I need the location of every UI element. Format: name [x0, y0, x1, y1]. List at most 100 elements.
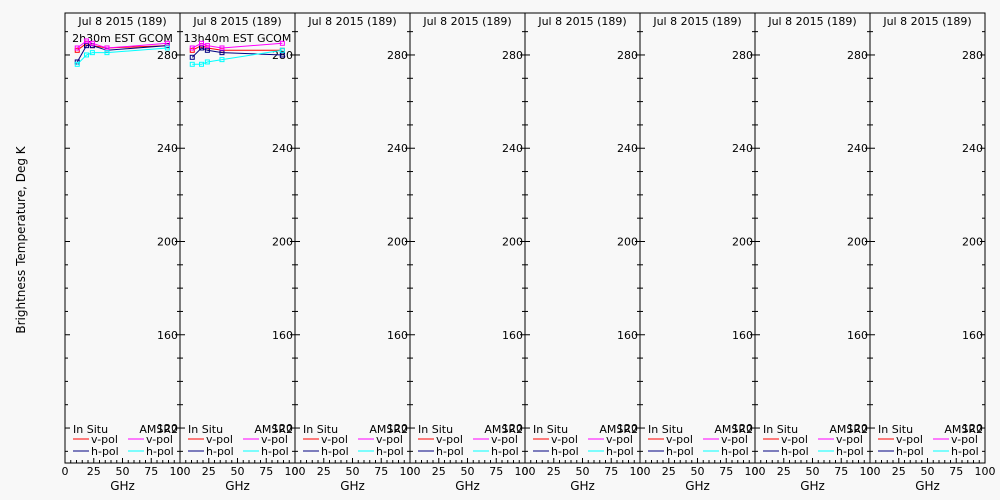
- legend-label-amsr2-v: v-pol: [951, 433, 978, 446]
- x-tick-label: 100: [975, 465, 996, 478]
- y-tick-label: 120: [847, 422, 868, 435]
- legend-label-in-situ-h: h-pol: [321, 445, 349, 458]
- y-tick-label: 160: [732, 329, 753, 342]
- data-point-amsr2_h: [104, 50, 110, 56]
- legend-label-amsr2-h: h-pol: [951, 445, 979, 458]
- x-tick-label: 50: [461, 465, 475, 478]
- y-tick-label: 200: [617, 235, 638, 248]
- x-tick-label: 75: [489, 465, 503, 478]
- data-point-amsr2_h: [204, 59, 210, 65]
- legend-header-in-situ: In Situ: [73, 423, 108, 436]
- y-tick-label: 240: [962, 142, 983, 155]
- panel-title: Jul 8 2015 (189): [307, 15, 396, 28]
- y-tick-label: 200: [962, 235, 983, 248]
- x-tick-label: 75: [259, 465, 273, 478]
- data-point-amsr2_v: [279, 40, 285, 46]
- x-axis-label: GHz: [340, 479, 365, 493]
- legend-label-amsr2-h: h-pol: [836, 445, 864, 458]
- x-axis-label: GHz: [225, 479, 250, 493]
- legend-label-amsr2-v: v-pol: [606, 433, 633, 446]
- x-tick-label: 0: [637, 465, 644, 478]
- legend-label-in-situ-h: h-pol: [206, 445, 234, 458]
- x-tick-label: 0: [867, 465, 874, 478]
- legend-header-amsr2: AMSR2: [599, 423, 638, 436]
- x-axis-label: GHz: [915, 479, 940, 493]
- data-point-amsr2_v: [74, 45, 80, 51]
- data-point-amsr2_v: [89, 40, 95, 46]
- y-tick-label: 240: [847, 142, 868, 155]
- legend-header-in-situ: In Situ: [878, 423, 913, 436]
- panel-6: Jul 8 2015 (189) 120 160 200 240 280 0 25 50 75 10…: [637, 12, 766, 493]
- y-tick-label: 240: [502, 142, 523, 155]
- data-point-insitu_h: [204, 47, 210, 53]
- legend-label-amsr2-h: h-pol: [261, 445, 289, 458]
- x-tick-label: 25: [202, 465, 216, 478]
- y-axis-label: Brightness Temperature, Deg K: [14, 145, 28, 333]
- panel-subtitle: 13h40m EST GCOM: [184, 32, 292, 45]
- y-tick-label: 240: [272, 142, 293, 155]
- y-tick-label: 120: [502, 422, 523, 435]
- legend-header-amsr2: AMSR2: [254, 423, 293, 436]
- x-tick-label: 75: [834, 465, 848, 478]
- y-tick-label: 280: [962, 49, 983, 62]
- y-tick-label: 240: [157, 142, 178, 155]
- x-tick-label: 50: [231, 465, 245, 478]
- data-point-amsr2_h: [279, 47, 285, 53]
- panel-3: Jul 8 2015 (189) 120 160 200 240 280 0 25 50 75 10…: [292, 12, 421, 493]
- legend-label-amsr2-h: h-pol: [376, 445, 404, 458]
- y-tick-label: 160: [272, 329, 293, 342]
- legend-label-amsr2-h: h-pol: [491, 445, 519, 458]
- y-tick-label: 160: [962, 329, 983, 342]
- x-tick-label: 100: [285, 465, 306, 478]
- x-tick-label: 100: [170, 465, 191, 478]
- x-tick-label: 25: [662, 465, 676, 478]
- panel-8: Jul 8 2015 (189) 120 160 200 240 280 0 25 50 75 10…: [867, 12, 996, 493]
- x-tick-label: 25: [317, 465, 331, 478]
- x-tick-label: 50: [691, 465, 705, 478]
- y-tick-label: 280: [502, 49, 523, 62]
- panel-5: Jul 8 2015 (189) 120 160 200 240 280 0 25 50 75 10…: [522, 12, 651, 493]
- data-point-insitu_h: [189, 54, 195, 60]
- legend-label-in-situ-h: h-pol: [91, 445, 119, 458]
- legend-label-in-situ-v: v-pol: [551, 433, 578, 446]
- legend-header-amsr2: AMSR2: [369, 423, 408, 436]
- legend-label-amsr2-v: v-pol: [836, 433, 863, 446]
- y-tick-label: 240: [732, 142, 753, 155]
- legend-label-amsr2-h: h-pol: [721, 445, 749, 458]
- x-tick-label: 50: [921, 465, 935, 478]
- y-tick-label: 200: [387, 235, 408, 248]
- y-tick-label: 120: [962, 422, 983, 435]
- legend-header-in-situ: In Situ: [648, 423, 683, 436]
- data-point-amsr2_h: [89, 50, 95, 56]
- x-tick-label: 25: [432, 465, 446, 478]
- legend-label-in-situ-h: h-pol: [781, 445, 809, 458]
- legend-label-amsr2-h: h-pol: [606, 445, 634, 458]
- legend-header-in-situ: In Situ: [418, 423, 453, 436]
- legend-label-amsr2-v: v-pol: [721, 433, 748, 446]
- x-tick-label: 0: [62, 465, 69, 478]
- legend-label-in-situ-v: v-pol: [781, 433, 808, 446]
- y-tick-label: 160: [847, 329, 868, 342]
- data-point-insitu_h: [84, 43, 90, 49]
- y-tick-label: 280: [387, 49, 408, 62]
- panel-title: Jul 8 2015 (189): [882, 15, 971, 28]
- y-tick-label: 120: [157, 422, 178, 435]
- y-tick-label: 280: [272, 49, 293, 62]
- x-tick-label: 50: [576, 465, 590, 478]
- x-tick-label: 25: [87, 465, 101, 478]
- y-tick-label: 200: [272, 235, 293, 248]
- y-tick-label: 280: [732, 49, 753, 62]
- data-point-amsr2_h: [164, 45, 170, 51]
- data-point-amsr2_v: [199, 40, 205, 46]
- data-point-insitu_h: [199, 45, 205, 51]
- legend-header-amsr2: AMSR2: [139, 423, 178, 436]
- series-line-amsr2_v: [191, 42, 283, 49]
- y-tick-label: 120: [272, 422, 293, 435]
- legend-label-in-situ-h: h-pol: [666, 445, 694, 458]
- y-tick-label: 160: [617, 329, 638, 342]
- series-line-amsr2_h: [76, 47, 168, 65]
- series-line-amsr2_v: [76, 40, 168, 49]
- x-tick-label: 100: [630, 465, 651, 478]
- x-tick-label: 75: [374, 465, 388, 478]
